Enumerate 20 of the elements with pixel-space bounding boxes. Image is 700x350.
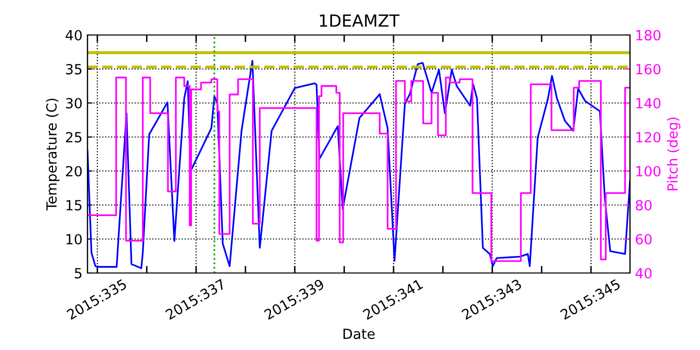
y2-tick-label: 120 (636, 132, 660, 142)
y2-tick-label: 80 (636, 200, 652, 210)
x-axis-title: Date (344, 328, 375, 340)
y2-tick-label: 160 (636, 64, 660, 74)
y-tick-label: 5 (74, 268, 82, 278)
y2-tick-label: 40 (636, 268, 652, 278)
y2-axis-title: Pitch (deg) (666, 118, 680, 190)
y-tick-label: 10 (66, 234, 82, 244)
y-tick-label: 35 (66, 64, 82, 74)
y2-tick-label: 140 (636, 98, 660, 108)
y2-tick-label: 180 (636, 30, 660, 40)
y2-tick-label: 100 (636, 166, 660, 176)
y-tick-label: 25 (66, 132, 82, 142)
y-tick-label: 20 (66, 166, 82, 176)
y-tick-label: 40 (66, 30, 82, 40)
y-axis-title: Temperature (C) (46, 98, 60, 210)
y-tick-label: 30 (66, 98, 82, 108)
y2-tick-label: 60 (636, 234, 652, 244)
chart-title: 1DEAMZT (320, 14, 400, 27)
y-tick-label: 15 (66, 200, 82, 210)
